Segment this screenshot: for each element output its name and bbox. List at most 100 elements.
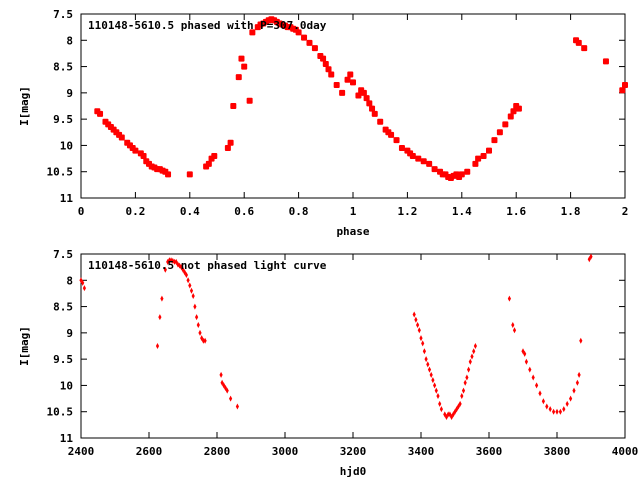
phased-x-tick-label: 2 bbox=[622, 205, 629, 218]
unphased-plot-frame bbox=[80, 253, 626, 439]
phased-y-tick-label: 8.5 bbox=[53, 61, 73, 74]
unphased-data-point bbox=[235, 403, 239, 410]
unphased-data-point bbox=[184, 272, 188, 279]
unphased-data-point bbox=[163, 266, 167, 273]
unphased-data-point bbox=[158, 314, 162, 321]
unphased-data-point bbox=[463, 379, 467, 386]
unphased-data-point bbox=[443, 411, 447, 418]
unphased-data-point bbox=[456, 403, 460, 410]
phased-y-tick-label: 10 bbox=[60, 139, 73, 152]
phased-data-point bbox=[235, 74, 242, 81]
phased-data-point bbox=[241, 63, 248, 70]
unphased-data-point bbox=[512, 327, 517, 334]
phased-data-point bbox=[409, 152, 416, 159]
phased-data-point bbox=[205, 160, 212, 167]
phased-data-point bbox=[480, 152, 487, 159]
unphased-data-point bbox=[535, 382, 539, 389]
phased-data-point bbox=[420, 158, 427, 165]
phased-y-tick-label: 8 bbox=[66, 34, 73, 47]
phased-data-point bbox=[475, 155, 482, 162]
unphased-data-point bbox=[421, 340, 425, 347]
unphased-data-point bbox=[219, 371, 223, 378]
phased-data-point bbox=[306, 39, 313, 46]
unphased-data-point bbox=[195, 314, 199, 321]
unphased-data-point bbox=[416, 321, 420, 328]
phased-x-tick-label: 0.4 bbox=[180, 205, 200, 218]
phased-data-point bbox=[186, 171, 193, 178]
unphased-x-tick-label: 3800 bbox=[544, 445, 571, 458]
unphased-data-point bbox=[436, 392, 440, 399]
unphased-data-point bbox=[473, 343, 477, 349]
phased-data-point bbox=[393, 137, 400, 144]
unphased-data-point bbox=[558, 408, 562, 415]
phased-data-point bbox=[328, 71, 335, 78]
unphased-data-point bbox=[446, 411, 450, 418]
unphased-data-point bbox=[203, 337, 207, 344]
phased-y-tick-label: 9 bbox=[66, 87, 73, 100]
unphased-y-tick-label: 11 bbox=[60, 432, 74, 445]
phased-y-axis-title: I[mag] bbox=[18, 86, 31, 126]
phased-x-tick-label: 0.2 bbox=[125, 205, 145, 218]
phased-data-point bbox=[325, 66, 332, 73]
unphased-data-point bbox=[470, 353, 474, 360]
phased-y-tick-label: 10.5 bbox=[47, 166, 74, 179]
unphased-data-point bbox=[572, 387, 576, 394]
unphased-y-tick-label: 9.5 bbox=[53, 353, 73, 366]
unphased-data-point bbox=[467, 366, 471, 373]
unphased-y-tick-label: 7.5 bbox=[53, 248, 73, 261]
unphased-data-point bbox=[189, 287, 194, 294]
phased-data-point bbox=[622, 81, 628, 88]
unphased-data-point bbox=[429, 371, 433, 378]
unphased-data-point bbox=[589, 253, 593, 260]
phased-data-point bbox=[458, 171, 465, 178]
unphased-data-point bbox=[81, 279, 85, 286]
phased-data-point bbox=[118, 134, 125, 141]
phased-data-point bbox=[97, 110, 104, 117]
phased-data-point bbox=[246, 97, 253, 104]
unphased-data-point bbox=[575, 379, 579, 386]
phased-data-point bbox=[249, 29, 256, 36]
phased-data-point bbox=[363, 95, 370, 102]
unphased-data-point bbox=[191, 293, 195, 300]
phased-data-point bbox=[575, 39, 582, 46]
unphased-data-point bbox=[538, 390, 542, 397]
unphased-x-tick-label: 2400 bbox=[68, 445, 95, 458]
unphased-data-point bbox=[424, 356, 428, 363]
unphased-x-tick-label: 3200 bbox=[340, 445, 367, 458]
unphased-data-point bbox=[579, 337, 583, 344]
unphased-y-axis-title: I[mag] bbox=[18, 326, 31, 366]
unphased-data-point bbox=[468, 358, 472, 365]
unphased-data-point bbox=[548, 406, 552, 413]
phased-x-tick-label: 1.6 bbox=[506, 205, 526, 218]
phased-x-tick-label: 1.8 bbox=[561, 205, 581, 218]
unphased-data-point bbox=[82, 285, 86, 292]
unphased-x-axis-title: hjd0 bbox=[340, 465, 367, 478]
phased-data-point bbox=[472, 160, 479, 167]
phased-data-point bbox=[339, 89, 346, 96]
unphased-light-curve-panel: 2400 2600 2800 3000 3200 3400 3600 3800 4000 7.5 8… bbox=[18, 248, 638, 478]
unphased-x-tick-label: 2800 bbox=[204, 445, 231, 458]
phased-y-tick-label: 9.5 bbox=[53, 113, 73, 126]
unphased-data-point bbox=[186, 277, 190, 284]
phased-x-tick-label: 0.8 bbox=[289, 205, 309, 218]
unphased-data-point bbox=[472, 348, 476, 355]
unphased-y-tick-label: 8.5 bbox=[53, 301, 73, 314]
phased-x-tick-label: 1.2 bbox=[397, 205, 417, 218]
unphased-data-point bbox=[160, 295, 164, 302]
phased-chart-title: 110148-5610.5 phased with P=307.0day bbox=[88, 19, 327, 32]
phased-data-point bbox=[602, 58, 609, 65]
unphased-data-point bbox=[417, 327, 421, 334]
unphased-data-point bbox=[225, 387, 229, 394]
unphased-x-tick-label: 3400 bbox=[408, 445, 435, 458]
unphased-data-point bbox=[545, 403, 549, 410]
unphased-data-point bbox=[155, 343, 160, 349]
unphased-data-point bbox=[167, 257, 171, 264]
phased-x-axis-title: phase bbox=[336, 225, 369, 238]
unphased-data-point bbox=[198, 329, 202, 336]
phased-data-point bbox=[140, 152, 147, 159]
unphased-data-point bbox=[414, 316, 418, 323]
unphased-data-point bbox=[460, 392, 464, 399]
phased-data-point bbox=[211, 152, 218, 159]
